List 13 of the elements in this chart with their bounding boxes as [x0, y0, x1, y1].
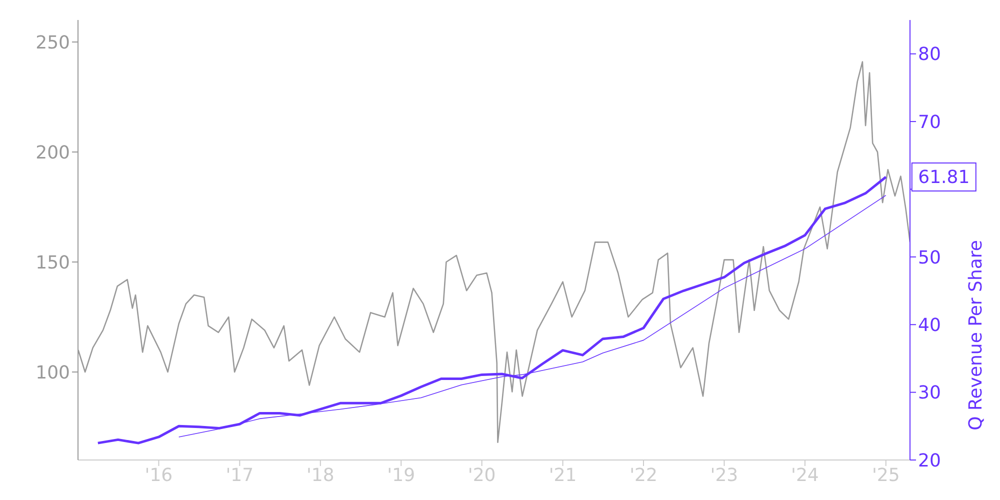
y2-tick-label: 50 — [918, 247, 941, 268]
data-label: 61.81 — [918, 166, 970, 188]
y2-tick-label: 80 — [918, 44, 941, 66]
y-tick-label: 150 — [36, 252, 70, 274]
y-tick-label: 200 — [36, 142, 70, 164]
line-series — [96, 176, 888, 444]
y2-tick-label: 30 — [918, 382, 941, 404]
y2-axis-title: Q Revenue Per Share — [965, 240, 986, 430]
y-tick-label: 100 — [36, 362, 70, 384]
y2-tick-label: 40 — [918, 315, 941, 336]
y2-tick-label: 20 — [918, 450, 941, 472]
y-tick-label: 250 — [36, 32, 70, 54]
y2-tick-label: 70 — [918, 112, 941, 133]
